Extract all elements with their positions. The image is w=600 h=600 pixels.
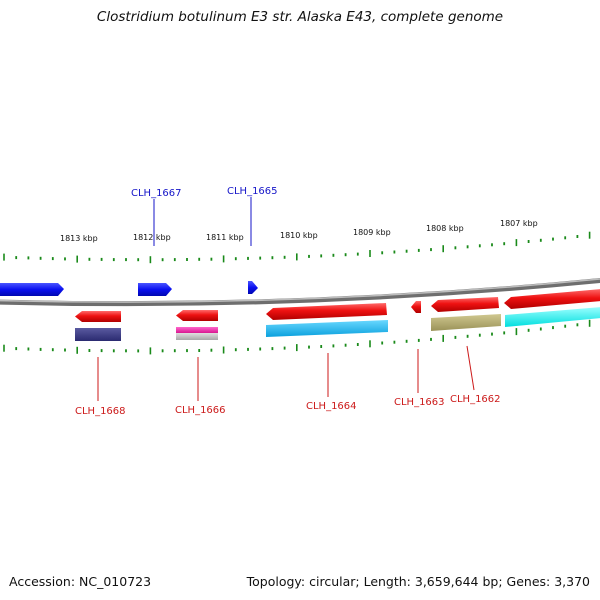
gene-label-CLH_1662: CLH_1662 — [450, 394, 501, 405]
lower-scale-ticks — [3, 319, 591, 355]
gene-CLH_1667[interactable] — [138, 283, 172, 296]
feature-bar-CLH_1664[interactable] — [266, 320, 388, 337]
feature-bar-CLH_1666-gray[interactable] — [176, 333, 218, 340]
feature-bar-right-edge[interactable] — [505, 307, 600, 327]
gene-right-edge[interactable] — [504, 289, 600, 309]
gene-CLH_1668[interactable] — [75, 311, 121, 322]
genome-summary-text: Topology: circular; Length: 3,659,644 bp… — [246, 574, 590, 589]
accession-text: Accession: NC_010723 — [9, 574, 152, 589]
scale-label-1812: 1812 kbp — [133, 233, 171, 242]
gene-CLH_1665[interactable] — [248, 281, 258, 294]
gene-label-CLH_1664: CLH_1664 — [306, 401, 357, 412]
scale-label-1807: 1807 kbp — [500, 219, 538, 228]
upper-scale-ticks — [3, 231, 591, 264]
feature-bar-CLH_1666-magenta[interactable] — [176, 327, 218, 333]
gene-label-CLH_1665: CLH_1665 — [227, 186, 278, 197]
gene-CLH_1664[interactable] — [266, 303, 387, 320]
gene-label-CLH_1663: CLH_1663 — [394, 397, 445, 408]
leader-CLH_1662 — [466, 345, 475, 391]
genome-backbone — [0, 277, 600, 307]
scale-label-1811: 1811 kbp — [206, 233, 244, 242]
feature-bar-CLH_1668[interactable] — [75, 328, 121, 341]
gene-CLH_1662[interactable] — [431, 297, 499, 312]
gene-label-CLH_1667: CLH_1667 — [131, 188, 182, 199]
page-title: Clostridium botulinum E3 str. Alaska E43… — [96, 9, 504, 25]
gene-CLH_1666[interactable] — [176, 310, 218, 321]
scale-label-1813: 1813 kbp — [60, 234, 98, 243]
scale-label-1810: 1810 kbp — [280, 231, 318, 240]
genome-backbone-highlight — [0, 278, 600, 303]
feature-bar-CLH_1662[interactable] — [431, 314, 501, 331]
forward-gene-left-edge[interactable] — [0, 283, 64, 296]
gene-CLH_1663[interactable] — [411, 301, 421, 313]
scale-label-1809: 1809 kbp — [353, 228, 391, 237]
gene-label-CLH_1666: CLH_1666 — [175, 405, 226, 416]
scale-label-1808: 1808 kbp — [426, 224, 464, 233]
gene-label-CLH_1668: CLH_1668 — [75, 406, 126, 417]
